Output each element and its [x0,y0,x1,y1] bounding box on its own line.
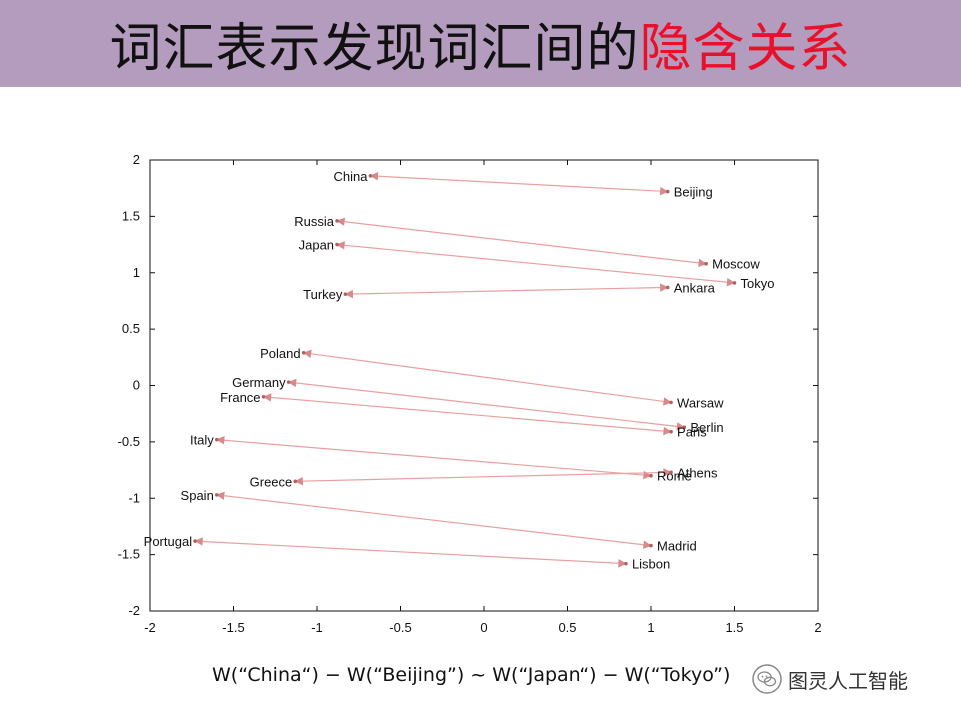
point-warsaw [669,400,673,405]
point-label-moscow: Moscow [712,257,760,272]
analogy-formula: W(“China“) − W(“Beijing”) ~ W(“Japan“) −… [212,664,731,686]
point-label-lisbon: Lisbon [632,557,670,572]
point-label-warsaw: Warsaw [677,395,724,410]
point-beijing [665,189,670,194]
watermark-text: 图灵人工智能 [788,668,908,693]
arrow-france-paris [262,393,672,436]
x-tick-label: 2 [814,620,821,635]
point-label-ankara: Ankara [674,280,716,295]
point-berlin [682,425,687,430]
y-tick-label: -0.5 [118,434,140,449]
y-tick-label: 0 [133,378,140,393]
point-label-france: France [220,390,260,405]
point-paris [669,429,673,434]
title-bar [0,0,961,87]
point-greece [293,479,298,484]
arrow-china-beijing [369,171,669,196]
point-italy [215,437,219,442]
point-label-portugal: Portugal [144,534,193,549]
point-label-athens: Athens [677,465,718,480]
point-label-russia: Russia [294,214,335,229]
y-tick-label: 1.5 [122,208,140,223]
point-layer: China Beijing Russia Moscow Japan Tokyo Turkey… [144,169,775,572]
y-tick-label: -1 [128,490,140,505]
x-tick-label: 1.5 [725,620,743,635]
point-tokyo [732,281,737,285]
point-russia [335,219,339,223]
point-label-beijing: Beijing [674,185,713,200]
point-lisbon [624,561,628,566]
y-tick-label: -1.5 [118,547,140,562]
slide-title: 词汇表示发现词汇间的 隐含关系 [0,0,961,87]
point-japan [335,242,339,247]
point-label-paris: Paris [677,425,707,440]
point-china [368,173,373,178]
point-label-madrid: Madrid [657,539,697,554]
point-poland [301,351,306,355]
x-tick-label: -1.5 [222,620,244,635]
point-spain [215,493,219,497]
x-tick-label: -0.5 [389,620,411,635]
point-portugal [193,539,197,543]
point-label-turkey: Turkey [303,287,343,302]
point-label-berlin: Berlin [690,420,723,435]
point-madrid [649,543,653,548]
point-label-italy: Italy [190,433,214,448]
y-tick-label: 1 [133,265,140,280]
arrow-turkey-ankara [344,283,669,299]
point-athens [669,470,673,475]
x-tick-label: -1 [311,620,323,635]
arrow-russia-moscow [336,217,707,268]
point-label-china: China [333,169,368,184]
axis-ticks: -2 -1.5 -1 -0.5 0 0.5 1 1.5 2 2 1.5 1 0.5 0 -0.5 -1 -1.5… [118,152,822,635]
point-france [261,394,266,399]
arrow-germany-berlin [287,378,686,431]
point-label-greece: Greece [250,474,293,489]
point-turkey [343,292,348,296]
wechat-icon [752,664,782,694]
arrow-japan-tokyo [336,241,736,287]
x-tick-label: -2 [144,620,156,635]
x-tick-label: 0.5 [558,620,576,635]
arrow-layer [194,171,736,568]
point-label-spain: Spain [181,488,214,503]
point-moscow [704,261,708,266]
point-label-rome: Rome [657,469,692,484]
arrow-poland-warsaw [302,349,672,406]
y-tick-label: 2 [133,152,140,167]
point-label-germany: Germany [232,375,286,390]
y-tick-label: 0.5 [122,321,140,336]
point-label-tokyo: Tokyo [741,276,775,291]
x-tick-label: 0 [480,620,487,635]
point-rome [649,473,653,478]
x-tick-label: 1 [647,620,654,635]
point-label-poland: Poland [260,346,300,361]
arrow-italy-rome [215,436,652,480]
point-germany [286,380,291,384]
watermark: 图灵人工智能 [752,664,908,694]
arrow-greece-athens [294,468,672,486]
point-label-japan: Japan [299,238,334,253]
slide-title-accent: 隐含关系 [639,19,852,79]
slide-title-main: 词汇表示发现词汇间的 [109,19,640,79]
point-ankara [665,285,670,290]
y-tick-label: -2 [128,603,140,618]
arrow-portugal-lisbon [194,537,627,568]
arrow-spain-madrid [215,491,652,549]
